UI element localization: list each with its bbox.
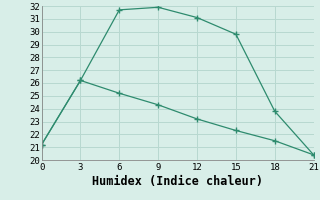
- X-axis label: Humidex (Indice chaleur): Humidex (Indice chaleur): [92, 175, 263, 188]
